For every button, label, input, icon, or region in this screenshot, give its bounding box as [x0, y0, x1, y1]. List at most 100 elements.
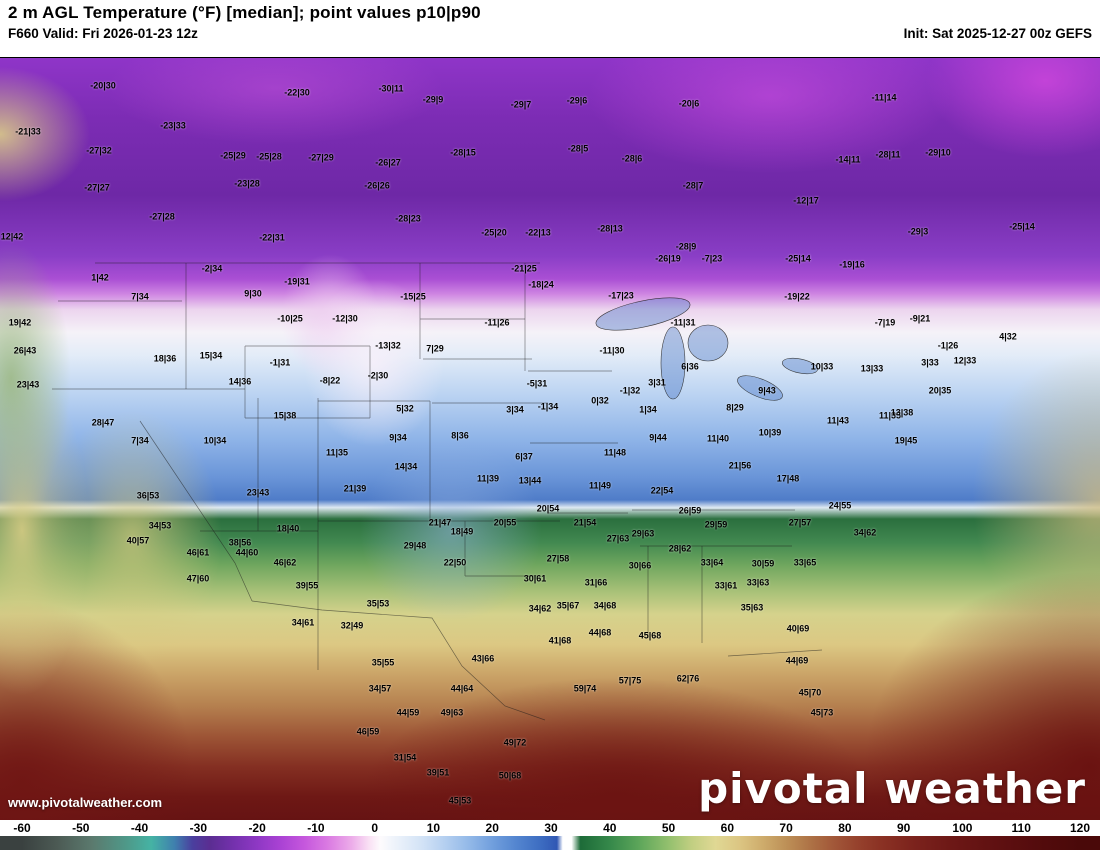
point-value: -25|14 [785, 253, 811, 264]
colorbar: -60 -50 -40 -30 -20 -10 0 10 20 30 40 50 60 70 80 90 100… [0, 820, 1100, 850]
point-value: 19|42 [8, 317, 32, 328]
colorbar-tick: 110 [1011, 821, 1031, 835]
point-value: 41|68 [548, 635, 572, 646]
point-value: 13|44 [518, 475, 542, 486]
point-value: -28|6 [621, 153, 643, 164]
point-value: -2|34 [201, 263, 223, 274]
point-value: -25|29 [220, 150, 246, 161]
point-value: -30|11 [378, 83, 404, 94]
point-value: 23|43 [246, 487, 270, 498]
point-value: -27|28 [149, 211, 175, 222]
point-value: 32|49 [340, 620, 364, 631]
point-value: 31|66 [584, 577, 608, 588]
point-value: -29|6 [566, 95, 588, 106]
point-value: 28|47 [91, 417, 115, 428]
point-value: 9|34 [389, 432, 407, 443]
colorbar-tick-labels: -60 -50 -40 -30 -20 -10 0 10 20 30 40 50 60 70 80 90 100… [0, 820, 1100, 836]
point-value: 8|36 [451, 430, 469, 441]
colorbar-tick: 70 [779, 821, 793, 835]
point-value: 34|57 [368, 683, 392, 694]
point-value: 10|39 [758, 427, 782, 438]
colorbar-tick: 30 [544, 821, 558, 835]
point-value: 14|34 [394, 461, 418, 472]
point-value: 9|44 [649, 432, 667, 443]
point-value: 1|42 [91, 272, 109, 283]
point-value: -29|9 [422, 94, 444, 105]
point-value: -1|32 [619, 385, 641, 396]
point-value: 24|55 [828, 500, 852, 511]
point-value: 39|51 [426, 767, 450, 778]
point-value: 29|59 [704, 519, 728, 530]
point-value: 34|62 [853, 527, 877, 538]
point-value: 35|67 [556, 600, 580, 611]
point-value: 45|53 [448, 795, 472, 806]
point-value: 45|73 [810, 707, 834, 718]
point-value: -28|7 [682, 180, 704, 191]
point-value: -12|17 [793, 195, 819, 206]
map-canvas: -20|30 -22|30 -30|11 -29|9 -29|7 -29|6 -20|6 -1… [0, 57, 1100, 820]
point-value: -25|20 [481, 227, 507, 238]
point-value: 6|37 [515, 451, 533, 462]
point-value: 15|38 [273, 410, 297, 421]
point-value: -20|6 [678, 98, 700, 109]
site-watermark: www.pivotalweather.com [8, 795, 163, 810]
point-value: 46|59 [356, 726, 380, 737]
point-value: 21|47 [428, 517, 452, 528]
point-value: -26|26 [364, 180, 390, 191]
point-value: 46|61 [186, 547, 210, 558]
point-value: 21|54 [573, 517, 597, 528]
point-value: -22|31 [259, 232, 285, 243]
point-value: 0|32 [591, 395, 609, 406]
point-value: 57|75 [618, 675, 642, 686]
point-value: 33|63 [746, 577, 770, 588]
point-value: 40|57 [126, 535, 150, 546]
pivotal-weather-logo: pivotal weather [698, 764, 1086, 813]
point-value: -19|16 [839, 259, 865, 270]
point-value: -28|13 [597, 223, 623, 234]
colorbar-tick: -30 [189, 821, 207, 835]
point-value: -25|14 [1009, 221, 1035, 232]
colorbar-tick: 50 [661, 821, 676, 835]
point-value: 34|68 [593, 600, 617, 611]
point-value: -28|15 [450, 147, 476, 158]
point-value: 21|56 [728, 460, 752, 471]
point-value: -18|24 [528, 279, 554, 290]
point-value: -12|30 [332, 313, 358, 324]
init-time-label: Init: Sat 2025-12-27 00z GEFS [903, 26, 1092, 41]
colorbar-tick: 0 [371, 821, 378, 835]
point-value: 9|30 [244, 288, 262, 299]
colorbar-tick: 40 [603, 821, 617, 835]
point-value: 22|54 [650, 485, 674, 496]
point-value: 12|42 [0, 231, 24, 242]
point-value: -27|29 [308, 152, 334, 163]
point-value: 3|31 [648, 377, 666, 388]
colorbar-tick: -60 [13, 821, 31, 835]
point-value: 46|62 [273, 557, 297, 568]
point-value: -7|23 [701, 253, 723, 264]
point-value: 40|69 [786, 623, 810, 634]
point-value: 17|48 [776, 473, 800, 484]
header-subrow: F660 Valid: Fri 2026-01-23 12z Init: Sat… [8, 26, 1092, 41]
colorbar-tick: -40 [130, 821, 149, 835]
point-value: 35|63 [740, 602, 764, 613]
point-value: 1|34 [639, 404, 657, 415]
point-value: -27|27 [84, 182, 110, 193]
point-value: 49|63 [440, 707, 464, 718]
colorbar-tick: 60 [720, 821, 735, 835]
point-value: -23|33 [160, 120, 186, 131]
point-value: -21|33 [15, 126, 41, 137]
point-value: 44|69 [785, 655, 809, 666]
point-value: -11|30 [599, 345, 625, 356]
point-value: 44|60 [235, 547, 259, 558]
point-value: -9|21 [909, 313, 931, 324]
point-value: -2|30 [367, 370, 389, 381]
point-value: 11|40 [706, 433, 730, 444]
point-value: 18|40 [276, 523, 300, 534]
point-value: 11|49 [588, 480, 612, 491]
point-value: 30|66 [628, 560, 652, 571]
point-value: 35|53 [366, 598, 390, 609]
valid-time-label: F660 Valid: Fri 2026-01-23 12z [8, 26, 198, 41]
colorbar-tick: -20 [248, 821, 266, 835]
point-value: -28|23 [395, 213, 421, 224]
